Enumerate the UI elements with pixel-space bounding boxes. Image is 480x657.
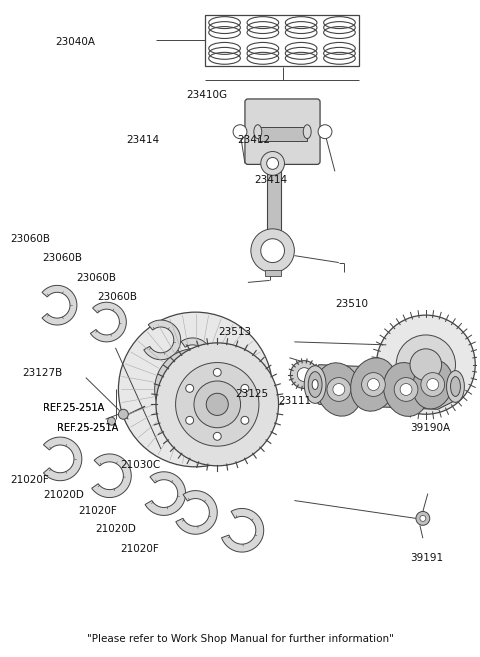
Circle shape [267,158,278,170]
Circle shape [297,368,311,382]
Ellipse shape [451,376,460,396]
Text: 23040A: 23040A [55,37,96,47]
Ellipse shape [308,372,322,397]
Circle shape [261,238,285,263]
Circle shape [186,417,193,424]
Circle shape [213,432,221,440]
Circle shape [368,378,379,390]
Text: REF.25-251A: REF.25-251A [57,422,119,432]
Polygon shape [144,320,180,360]
Polygon shape [309,365,457,409]
Circle shape [241,417,249,424]
Text: 21020D: 21020D [43,489,84,499]
Polygon shape [145,472,186,515]
Polygon shape [413,360,453,409]
Bar [267,164,280,242]
Circle shape [327,378,351,401]
Circle shape [410,349,442,380]
Text: 39190A: 39190A [410,422,450,432]
Circle shape [333,384,345,396]
Circle shape [400,384,412,396]
Polygon shape [316,363,362,416]
Text: 21020F: 21020F [79,506,118,516]
Text: 23111: 23111 [278,396,311,407]
Polygon shape [176,491,217,534]
Polygon shape [384,363,429,417]
Circle shape [421,373,444,396]
Text: 23513: 23513 [219,327,252,337]
Circle shape [119,312,273,467]
Ellipse shape [254,125,262,139]
Text: 23510: 23510 [335,299,368,309]
Text: 23060B: 23060B [97,292,138,302]
Circle shape [420,515,426,522]
Circle shape [394,378,418,401]
Text: 21030C: 21030C [120,461,161,470]
Ellipse shape [312,380,318,390]
Text: 21020F: 21020F [10,474,48,485]
Circle shape [318,125,332,139]
Circle shape [251,229,294,273]
Polygon shape [351,358,396,411]
Circle shape [290,361,318,388]
Circle shape [194,381,240,428]
Text: 23412: 23412 [238,135,271,145]
Text: 23127B: 23127B [23,368,63,378]
Text: REF.25-251A: REF.25-251A [57,422,119,432]
Ellipse shape [446,371,464,402]
Polygon shape [222,509,264,552]
Circle shape [416,511,430,526]
Circle shape [261,152,285,175]
Text: 39191: 39191 [410,553,443,563]
Text: 23060B: 23060B [42,253,82,263]
Text: REF.25-251A: REF.25-251A [43,403,104,413]
Circle shape [186,384,193,392]
Text: REF.25-251A: REF.25-251A [43,403,104,413]
Text: "Please refer to Work Shop Manual for further information": "Please refer to Work Shop Manual for fu… [86,635,394,645]
Bar [258,127,307,141]
Polygon shape [92,454,131,497]
Text: 21020F: 21020F [120,544,159,554]
Circle shape [427,378,439,390]
Circle shape [396,335,456,394]
FancyBboxPatch shape [245,99,320,164]
Ellipse shape [303,125,311,139]
Text: 21020D: 21020D [96,524,136,534]
Text: 23410G: 23410G [186,90,228,101]
Circle shape [176,363,259,446]
Circle shape [155,348,236,430]
Polygon shape [44,437,82,481]
Circle shape [206,394,228,415]
Text: 23414: 23414 [126,135,159,145]
Circle shape [233,125,247,139]
Polygon shape [90,302,126,342]
Circle shape [119,409,128,419]
Circle shape [108,417,116,425]
Polygon shape [175,338,212,378]
Ellipse shape [304,366,326,403]
Text: 23125: 23125 [235,389,268,399]
Text: 23060B: 23060B [10,234,50,244]
Bar [264,271,280,277]
Circle shape [361,373,385,396]
Text: 23060B: 23060B [76,273,116,283]
Circle shape [213,369,221,376]
Polygon shape [42,285,77,325]
Text: 23414: 23414 [254,175,288,185]
Bar [205,14,359,66]
Circle shape [156,343,278,466]
Circle shape [376,315,475,415]
Circle shape [241,384,249,392]
